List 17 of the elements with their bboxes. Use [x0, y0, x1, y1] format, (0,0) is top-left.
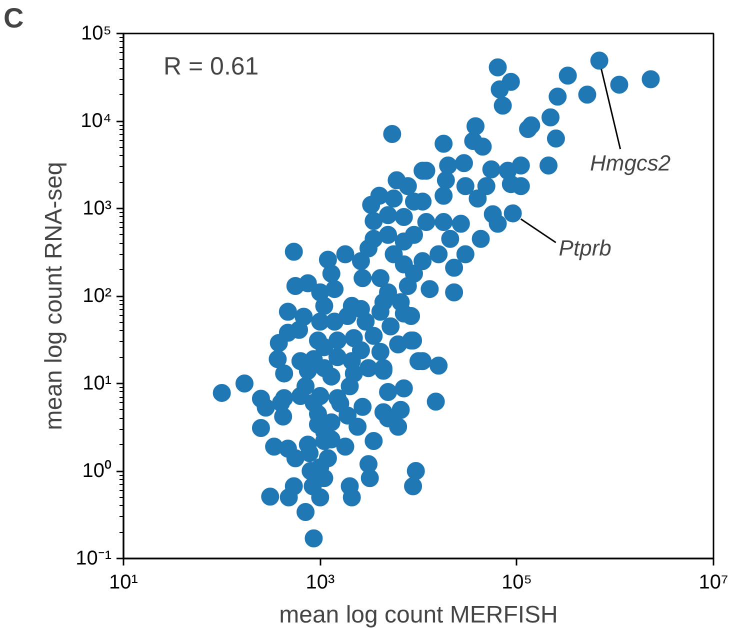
x-tick-label: 10³	[306, 572, 335, 594]
x-axis-title: mean log count MERFISH	[279, 602, 558, 628]
annotation: Hmgcs2	[590, 150, 671, 176]
y-axis-title: mean log count RNA-seq	[40, 162, 68, 430]
x-tick-label: 10¹	[109, 572, 138, 594]
y-tick-label: 10¹	[82, 372, 112, 394]
x-tick-label: 10⁵	[502, 572, 532, 594]
y-tick-label: 10⁻¹	[76, 548, 112, 570]
y-tick-label: 10⁰	[82, 459, 112, 482]
y-tick-label: 10⁵	[80, 22, 112, 44]
annotation: R = 0.61	[164, 52, 259, 80]
y-tick-label: 10⁴	[80, 110, 112, 132]
y-tick-label: 10³	[82, 198, 112, 220]
x-tick-label: 10⁷	[698, 572, 728, 594]
annotation: Ptprb	[558, 236, 612, 261]
text: C	[4, 2, 24, 34]
y-tick-label: 10²	[82, 285, 112, 307]
